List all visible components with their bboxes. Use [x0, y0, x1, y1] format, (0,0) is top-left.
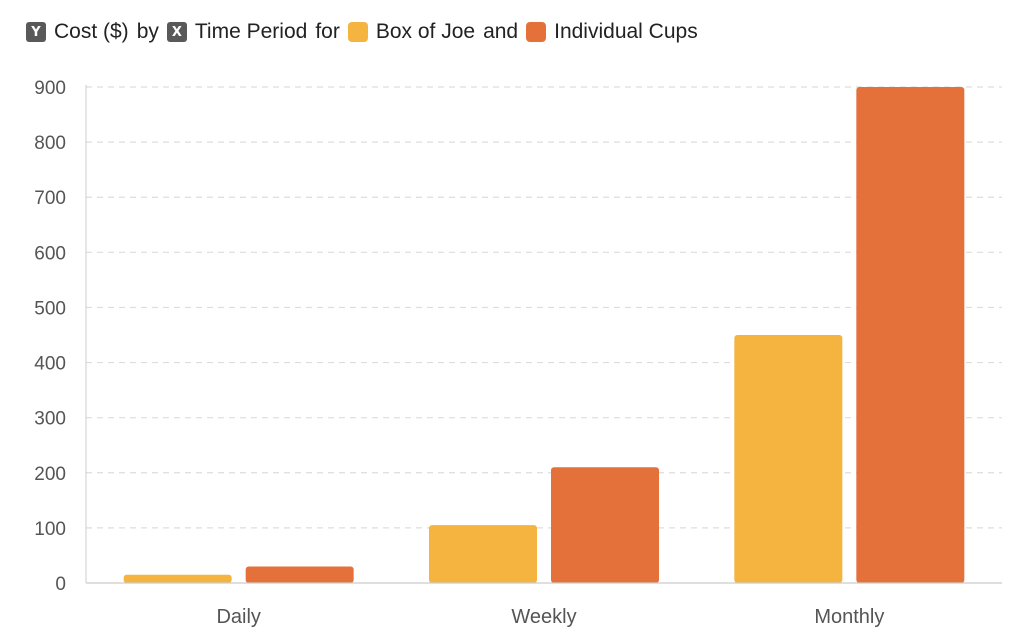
- bar-monthly-box-of-joe[interactable]: [734, 335, 843, 583]
- bar-daily-individual-cups[interactable]: [245, 566, 354, 583]
- bar-weekly-individual-cups[interactable]: [551, 467, 659, 583]
- bars: [123, 87, 965, 583]
- title-and-word: and: [483, 20, 519, 43]
- grid-lines: [86, 86, 1002, 529]
- y-tick-label: 500: [34, 298, 66, 319]
- bar-daily-box-of-joe[interactable]: [123, 574, 232, 583]
- y-tick-label: 600: [34, 243, 66, 264]
- bar-weekly-box-of-joe[interactable]: [429, 525, 537, 583]
- x-tick-label: Weekly: [511, 606, 576, 628]
- x-axis-ticks: Daily Weekly Monthly: [216, 606, 884, 628]
- y-tick-label: 0: [55, 574, 66, 595]
- y-axis-title: Cost ($): [54, 20, 129, 43]
- y-axis-ticks: 0 100 200 300 400 500 600 700 800 900: [34, 78, 66, 595]
- y-tick-label: 100: [34, 519, 66, 540]
- bar-monthly-individual-cups[interactable]: [856, 87, 965, 583]
- legend-swatch-individual-cups[interactable]: [526, 22, 547, 42]
- chart-title: Y Cost ($) by X Time Period for Box of J…: [26, 14, 698, 50]
- x-axis-badge: X: [166, 22, 187, 42]
- x-tick-label: Monthly: [814, 606, 884, 628]
- legend-label-box-of-joe[interactable]: Box of Joe: [375, 20, 476, 43]
- x-tick-label: Daily: [216, 606, 260, 628]
- title-by-word: by: [136, 20, 159, 43]
- legend-label-individual-cups[interactable]: Individual Cups: [554, 20, 698, 43]
- y-axis-badge: Y: [26, 22, 46, 42]
- y-tick-label: 200: [34, 464, 66, 485]
- y-tick-label: 700: [34, 188, 66, 209]
- y-tick-label: 400: [34, 354, 66, 375]
- axes: [85, 85, 1002, 584]
- x-axis-title: Time Period: [194, 20, 308, 43]
- legend-swatch-box-of-joe[interactable]: [347, 22, 368, 42]
- y-tick-label: 900: [34, 78, 66, 99]
- title-for-word: for: [315, 20, 340, 43]
- y-tick-label: 800: [34, 133, 66, 154]
- y-tick-label: 300: [34, 409, 66, 430]
